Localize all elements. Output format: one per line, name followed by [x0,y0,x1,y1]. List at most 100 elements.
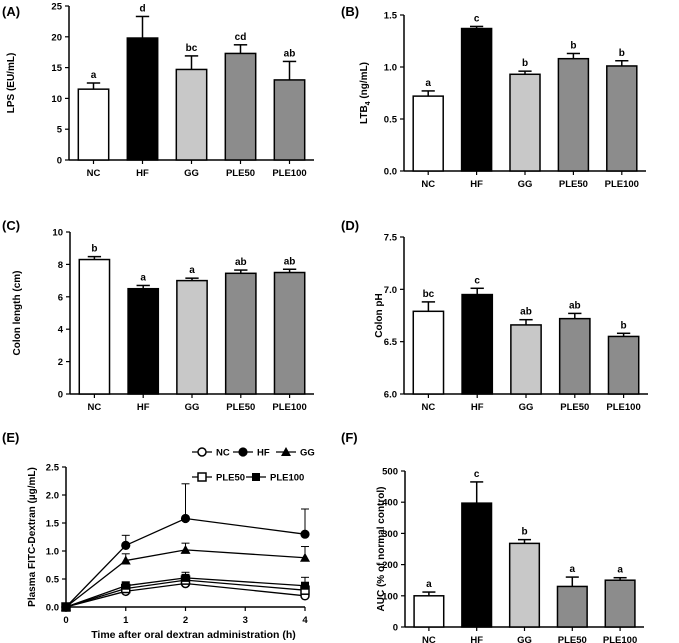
x-tick-label: GG [517,635,532,643]
panel-label: (B) [341,4,359,19]
panel-f: (F) 0 100 200 300 400 500 AUC (% of normal cont… [341,430,644,643]
x-tick-label: HF [471,402,484,413]
marker-filled-square [62,603,70,611]
x-tick-label: PLE50 [226,402,255,413]
significance-letter: b [570,40,576,51]
bar-hf [461,293,494,395]
legend-label: HF [257,448,270,459]
bar-nc [413,595,445,628]
marker-filled-square [252,473,260,481]
y-tick-label: 4 [58,325,64,336]
significance-letter: bc [186,43,198,54]
significance-letter: a [91,70,97,81]
x-tick-label: PLE100 [272,168,306,179]
y-tick-label: 0.0 [384,167,397,178]
marker-filled-circle [180,513,191,524]
marker-filled-circle [121,540,131,551]
panel-label: (D) [341,218,359,233]
y-axis-label-text: LPS (EU/mL) [6,53,17,114]
series-line [65,517,306,608]
y-tick-label: 2.5 [46,463,60,474]
x-tick-label: GG [519,402,534,413]
y-tick-label: 10 [51,94,62,105]
bar-ple100 [606,65,638,172]
x-tick-label: NC [422,635,436,643]
panel-e: (E) 0.0 0.5 1.0 1.5 2.0 2.5 Plasma FITC-Dextran… [2,430,315,641]
bar-ple100 [604,579,636,628]
x-tick-label: PLE50 [558,635,587,643]
y-tick-label: 0 [393,623,398,634]
bar-nc [412,95,444,172]
series-line [65,579,306,608]
x-tick-label: PLE100 [603,635,637,643]
bar-gg [175,68,208,161]
y-tick-label: 20 [51,32,62,43]
y-axis-label-text: LTB [359,105,370,124]
legend-label: PLE50 [216,473,245,484]
y-tick-label: 200 [382,560,398,571]
significance-letter: ab [284,256,296,267]
marker-filled-triangle [180,544,191,554]
panel-a: (A) 0 5 10 15 20 25 LPS (EU/mL) a NC d HF bc GG cd PLE5… [2,2,314,179]
marker-filled-square [121,581,130,590]
y-tick-label: 0.5 [46,575,60,586]
y-tick-label: 6.5 [384,337,398,348]
y-tick-label: 8 [58,260,63,271]
bar-gg [509,73,541,172]
legend-label: PLE100 [270,473,304,484]
significance-letter: b [91,244,97,255]
bar-ple100 [607,335,640,395]
y-tick-label: 100 [382,591,398,602]
bar-ple100 [273,271,306,395]
marker-filled-circle [238,447,248,457]
significance-letter: d [139,3,145,14]
y-tick-label: 15 [51,63,62,74]
y-tick-label: 6.0 [384,390,397,401]
legend-label: GG [300,448,315,459]
bar-gg [508,542,541,628]
significance-letter: c [474,275,480,286]
significance-letter: a [189,265,195,276]
bar-gg [176,279,208,395]
y-tick-label: 25 [51,2,62,13]
x-tick-label: PLE100 [605,179,639,190]
x-tick-label: GG [518,179,533,190]
marker-filled-triangle [281,447,291,456]
y-axis-label: LTB4 (ng/mL) [359,62,372,124]
bar-hf [126,37,159,161]
bar-ple100 [273,79,306,161]
y-tick-label: 400 [382,498,398,509]
x-tick-label: 2 [183,615,188,626]
significance-letter: ab [235,257,247,268]
x-tick-label: HF [137,402,150,413]
y-tick-label: 5 [57,125,63,136]
bar-hf [460,27,493,172]
significance-letter: ab [520,307,532,318]
significance-letter: a [570,564,576,575]
y-tick-label: 10 [52,228,63,239]
significance-letter: cd [235,32,247,43]
panel-d: (D) 6.0 6.5 7.0 7.5 Colon pH bc NC c HF ab GG ab PLE5… [341,218,648,413]
significance-letter: b [521,527,527,538]
x-tick-label: 4 [302,615,308,626]
bar-nc [412,310,445,395]
x-tick-label: NC [88,402,102,413]
marker-filled-square [181,573,190,582]
bar-ple50 [558,317,591,395]
series-line [65,549,306,608]
x-tick-label: PLE50 [559,179,588,190]
x-tick-label: NC [87,168,101,179]
x-tick-label: GG [185,402,200,413]
x-tick-label: NC [422,402,436,413]
bar-nc [77,88,110,161]
x-tick-label: HF [470,635,483,643]
x-axis-label: Time after oral dextran administration (… [91,629,296,641]
marker-filled-triangle [300,552,310,562]
significance-letter: ab [569,300,581,311]
bar-hf [127,287,160,395]
legend: NC HF GG PLE50 PLE100 [192,447,315,484]
x-tick-label: PLE50 [226,168,255,179]
x-tick-label: PLE100 [272,402,306,413]
bar-hf [461,502,493,628]
x-tick-label: HF [136,168,149,179]
